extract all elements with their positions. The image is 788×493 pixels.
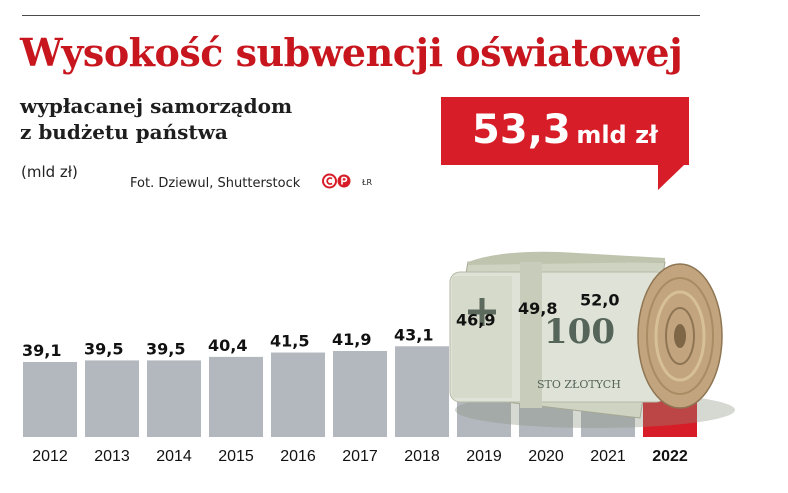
x-tick-label-2020: 2020	[528, 448, 564, 465]
bar-2014	[147, 360, 201, 437]
bar-value-label-2019: 46,9	[456, 310, 495, 329]
x-tick-label-2016: 2016	[280, 448, 316, 465]
bar-2016	[271, 352, 325, 437]
bar-value-label-2020: 49,8	[518, 299, 557, 318]
top-rule	[22, 15, 700, 16]
highlight-unit: mld zł	[576, 121, 658, 149]
svg-text:100: 100	[544, 312, 615, 352]
chart-subtitle: wypłacanej samorządom z budżetu państwa	[20, 93, 292, 145]
highlight-number: 53,3	[472, 107, 571, 153]
x-tick-label-2017: 2017	[342, 448, 378, 465]
author-initials: ŁR	[362, 178, 373, 187]
banknote-roll-photo: 100 STO ZŁOTYCH	[449, 251, 735, 428]
highlight-callout-box	[441, 97, 689, 165]
unit-note: (mld zł)	[21, 163, 78, 181]
copyright-icon	[322, 173, 351, 189]
callout-pointer	[658, 165, 684, 190]
x-tick-label-2013: 2013	[94, 448, 130, 465]
x-tick-label-2019: 2019	[466, 448, 502, 465]
bar-value-label-2021: 52,0	[580, 290, 619, 309]
bar-2015	[209, 356, 263, 437]
bar-value-label-2018: 43,1	[394, 325, 433, 344]
bars-layer	[23, 165, 697, 437]
bar-value-label-2016: 41,5	[270, 332, 309, 351]
bar-value-label-2012: 39,1	[22, 341, 61, 360]
highlight-value: 53,3 mld zł	[441, 100, 689, 160]
bar-value-label-2013: 39,5	[84, 339, 123, 358]
x-tick-label-2012: 2012	[32, 448, 68, 465]
bar-value-label-2015: 40,4	[208, 336, 247, 355]
photo-credit: Fot. Dziewul, Shutterstock	[130, 176, 301, 191]
x-tick-label-2015: 2015	[218, 448, 254, 465]
labels-layer: 39,1 2012 39,5 2013 39,5 2014 40,4 2015 41,5 2016…	[22, 290, 688, 465]
subtitle-line-1: wypłacanej samorządom	[20, 94, 293, 118]
x-tick-label-2014: 2014	[156, 448, 192, 465]
bar-2017	[333, 350, 387, 437]
callout-shape	[441, 97, 689, 165]
subtitle-line-2: z budżetu państwa	[20, 120, 228, 144]
bar-2013	[85, 360, 139, 437]
svg-text:STO ZŁOTYCH: STO ZŁOTYCH	[537, 378, 621, 391]
bar-2012	[23, 361, 77, 437]
bar-value-label-2017: 41,9	[332, 330, 371, 349]
chart-title: Wysokość subwencji oświatowej	[20, 30, 683, 75]
x-tick-label-2022: 2022	[652, 448, 688, 465]
x-tick-label-2021: 2021	[590, 448, 626, 465]
bar-2018	[395, 346, 449, 437]
bar-value-label-2014: 39,5	[146, 339, 185, 358]
x-tick-label-2018: 2018	[404, 448, 440, 465]
